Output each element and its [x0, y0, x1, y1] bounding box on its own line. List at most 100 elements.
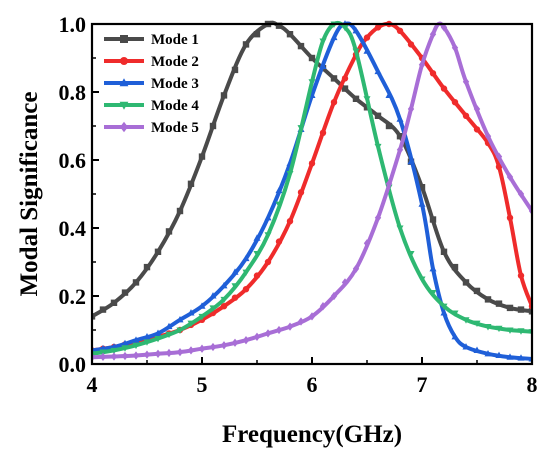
data-point — [198, 302, 206, 309]
data-point — [121, 289, 129, 296]
y-tick-label: 0.0 — [59, 352, 87, 377]
data-point — [396, 115, 404, 122]
x-tick-label: 6 — [307, 372, 318, 397]
data-point — [275, 238, 283, 245]
x-tick-label: 7 — [417, 372, 428, 397]
data-point — [429, 70, 437, 77]
data-point — [407, 41, 415, 48]
data-point — [341, 24, 349, 32]
data-point — [209, 342, 217, 352]
data-point — [132, 342, 140, 350]
data-point — [308, 54, 316, 62]
data-point — [517, 306, 525, 313]
data-point — [418, 184, 426, 191]
data-point — [209, 122, 217, 130]
data-point — [484, 132, 492, 141]
data-point — [462, 343, 470, 350]
data-point — [462, 77, 470, 86]
data-point — [99, 306, 107, 313]
data-point — [275, 325, 283, 335]
data-point — [121, 339, 129, 347]
data-point — [396, 145, 404, 154]
data-point — [187, 180, 195, 187]
y-tick-label: 1.0 — [59, 12, 87, 37]
series-4 — [92, 20, 532, 358]
data-point — [154, 248, 162, 255]
data-point — [176, 207, 184, 215]
data-point — [308, 79, 316, 86]
x-tick-label: 8 — [527, 372, 538, 397]
data-point — [451, 263, 459, 271]
data-point — [429, 290, 437, 297]
data-point — [352, 264, 360, 273]
data-point — [341, 85, 349, 92]
data-point — [176, 347, 184, 357]
data-point — [484, 349, 492, 357]
data-point — [495, 152, 503, 161]
data-point — [495, 325, 503, 333]
data-point — [110, 347, 118, 355]
legend-label: Mode 3 — [151, 76, 199, 92]
data-point — [253, 31, 261, 38]
data-point — [330, 33, 338, 41]
x-axis: 4 5 6 7 8 — [87, 357, 538, 397]
data-point — [286, 171, 294, 178]
data-point — [220, 341, 228, 350]
data-point — [440, 85, 448, 92]
data-point — [220, 281, 228, 289]
data-point — [253, 332, 261, 341]
data-point — [220, 92, 228, 99]
data-point — [429, 30, 437, 39]
data-point — [275, 186, 283, 194]
data-point — [198, 344, 206, 353]
data-point — [396, 27, 404, 34]
data-point — [319, 38, 327, 45]
data-point — [495, 300, 503, 307]
data-point — [231, 338, 239, 347]
data-point — [418, 60, 426, 69]
data-point — [242, 336, 250, 345]
data-point — [407, 157, 415, 165]
data-point — [352, 48, 360, 56]
data-point — [275, 201, 283, 209]
data-point — [143, 263, 151, 271]
data-point — [484, 296, 492, 303]
data-point — [242, 41, 250, 48]
legend-item: Mode 2 — [104, 54, 199, 70]
legend-item: Mode 3 — [104, 76, 199, 92]
data-point — [506, 172, 514, 182]
y-tick-label: 0.8 — [59, 80, 87, 105]
legend-label: Mode 2 — [151, 54, 199, 70]
data-point — [220, 296, 228, 304]
x-tick-label: 4 — [87, 372, 98, 397]
data-point — [407, 250, 415, 258]
data-point — [275, 22, 283, 29]
data-point — [154, 329, 162, 336]
data-point — [506, 214, 514, 221]
data-point — [352, 26, 360, 34]
legend-item: Mode 4 — [104, 98, 199, 114]
data-point — [143, 350, 151, 359]
legend-label: Mode 4 — [151, 98, 199, 114]
data-point — [462, 317, 470, 324]
data-point — [187, 346, 195, 355]
data-point — [198, 153, 206, 160]
data-point — [242, 286, 250, 293]
data-point — [363, 96, 371, 103]
legend: Mode 1 Mode 2 Mode 3 Mode 4 Mode 5 — [104, 32, 199, 136]
data-point — [363, 239, 371, 248]
data-point — [143, 332, 151, 340]
data-point — [319, 62, 327, 70]
data-point — [440, 303, 448, 311]
data-point — [341, 75, 349, 82]
data-point — [253, 250, 261, 258]
data-point — [209, 292, 217, 299]
series-1 — [92, 20, 532, 320]
data-point — [165, 322, 173, 330]
data-point — [132, 279, 140, 286]
data-point — [407, 104, 415, 114]
data-point — [187, 309, 195, 316]
data-point — [154, 335, 162, 343]
data-point — [451, 310, 459, 317]
series-layer — [92, 20, 532, 362]
